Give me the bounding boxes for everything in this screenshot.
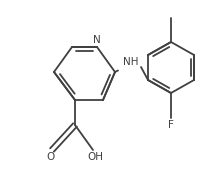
- Text: OH: OH: [87, 152, 103, 162]
- Text: NH: NH: [123, 57, 139, 67]
- Text: O: O: [46, 152, 54, 162]
- Text: F: F: [168, 120, 174, 130]
- Text: N: N: [93, 35, 101, 45]
